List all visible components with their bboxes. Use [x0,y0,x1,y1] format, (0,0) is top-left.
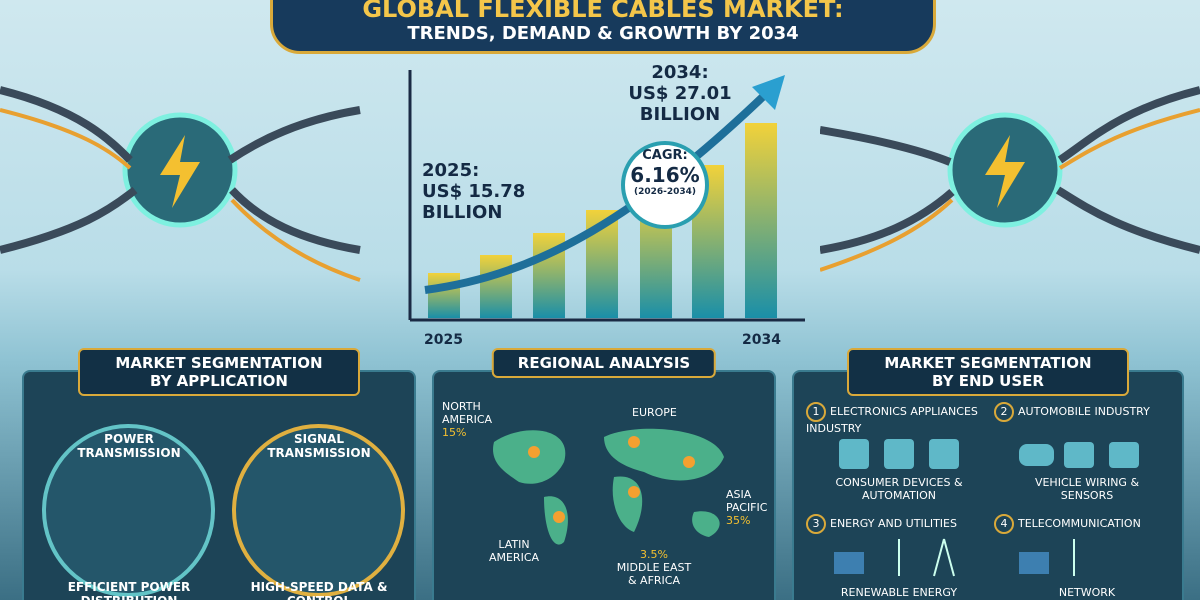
cagr-label: CAGR: [642,148,688,163]
region-name: MIDDLE EAST & AFRICA [616,561,692,587]
application-desc: EFFICIENT POWER DISTRIBUTION [67,580,191,600]
region-name: ASIA PACIFIC [726,488,768,514]
region-share: 3.5% [640,548,668,561]
end-user-panel: MARKET SEGMENTATION BY END USER 1 ELECTRO… [792,348,1184,600]
panel-title: MARKET SEGMENTATION BY END USER [847,348,1129,396]
end-user-item: 4 TELECOMMUNICATION [994,514,1174,534]
region-name: NORTH AMERICA [442,400,493,426]
start-unit: BILLION [422,202,503,223]
x-end: 2034 [742,332,781,348]
application-panel: MARKET SEGMENTATION BY APPLICATION POWER… [22,348,416,600]
cagr-period: (2026-2034) [633,187,697,197]
item-desc: NETWORK [1058,586,1116,599]
region-share: 35% [726,514,751,527]
item-name: AUTOMOBILE INDUSTRY [1018,405,1150,418]
cagr-block: CAGR: 6.16% (2026-2034) [625,148,705,197]
growth-illustration [408,70,805,322]
item-desc: CONSUMER DEVICES & AUTOMATION [835,476,963,502]
cagr-value: 6.16% [630,163,700,187]
end-user-icons [834,439,1139,577]
region: NORTH AMERICA 15% [442,400,502,439]
item-name: ENERGY AND UTILITIES [830,517,957,530]
power-circle [42,424,215,597]
region: 3.5% MIDDLE EAST & AFRICA [614,548,694,587]
start-label: 2025: [422,160,480,181]
region: ASIA PACIFIC 35% [726,488,771,527]
end-user-item: 1 ELECTRONICS APPLIANCES INDUSTRY [806,402,986,435]
region: LATIN AMERICA [484,538,544,564]
world-map [493,428,724,545]
item-desc: RENEWABLE ENERGY [840,586,958,599]
panel-title: REGIONAL ANALYSIS [491,348,717,378]
end-label: 2034: [651,62,709,83]
start-value: US$ 15.78 [422,181,526,202]
application-name: SIGNAL TRANSMISSION [267,432,371,460]
panel-title: MARKET SEGMENTATION BY APPLICATION [78,348,360,396]
end-value: US$ 27.01 [628,83,732,104]
end-value-block: 2034: US$ 27.01 BILLION [620,62,740,125]
title-banner: GLOBAL FLEXIBLE CABLES MARKET: TRENDS, D… [270,0,936,54]
regional-panel: REGIONAL ANALYSIS NORTH AMERICA 15% EUROP… [432,348,776,600]
item-name: ELECTRONICS APPLIANCES INDUSTRY [806,405,978,435]
end-user-item: 3 ENERGY AND UTILITIES [806,514,986,534]
application-name: POWER TRANSMISSION [77,432,181,460]
item-name: TELECOMMUNICATION [1018,517,1141,530]
signal-circle [232,424,405,597]
x-start: 2025 [424,332,463,348]
right-decoration [820,86,1200,272]
region-name: EUROPE [632,406,677,419]
region: EUROPE [632,406,677,419]
item-number: 3 [806,514,826,534]
item-number: 2 [994,402,1014,422]
region-share: 15% [442,426,467,439]
left-decoration [0,86,361,282]
end-unit: BILLION [639,104,721,125]
end-user-item: 2 AUTOMOBILE INDUSTRY [994,402,1174,422]
application-desc: HIGH-SPEED DATA & CONTROL [250,580,388,600]
region-name: LATIN AMERICA [488,538,540,564]
title: GLOBAL FLEXIBLE CABLES MARKET: [362,0,844,23]
start-value-block: 2025: US$ 15.78 BILLION [422,160,525,223]
subtitle: TRENDS, DEMAND & GROWTH BY 2034 [407,23,799,44]
item-number: 1 [806,402,826,422]
item-desc: VEHICLE WIRING & SENSORS [1034,476,1140,502]
item-number: 4 [994,514,1014,534]
